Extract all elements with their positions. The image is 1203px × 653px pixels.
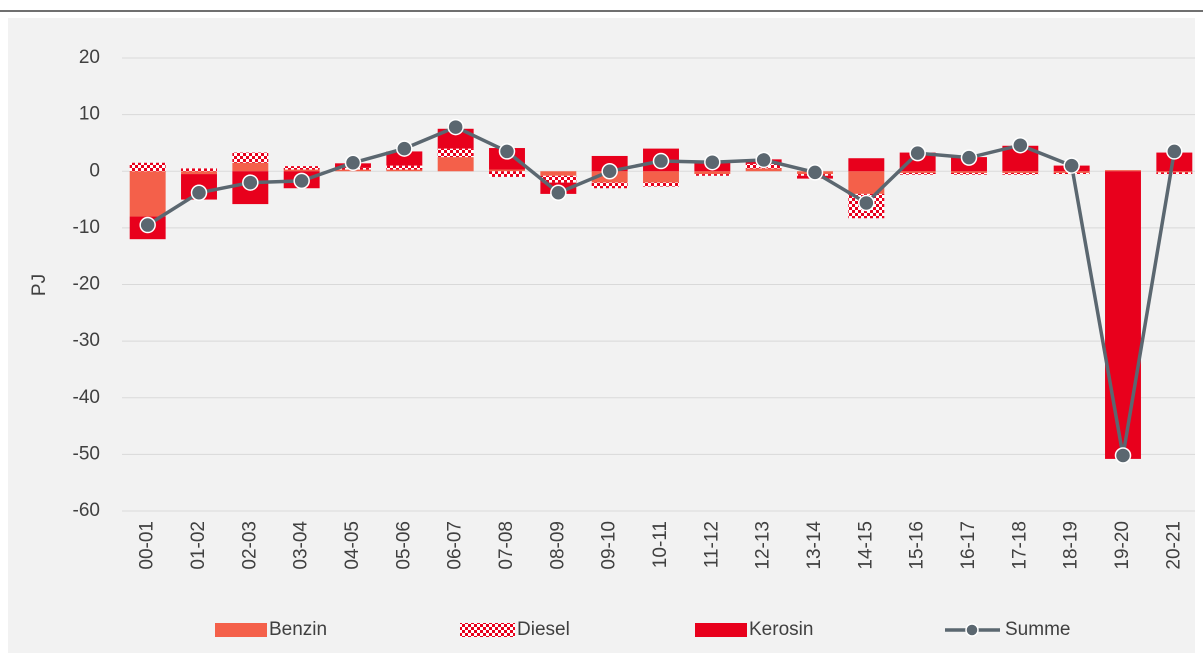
bar-segment	[1002, 172, 1039, 175]
bar-segment	[591, 182, 628, 189]
bar-segment	[283, 166, 320, 170]
bar-segment	[181, 168, 217, 172]
bar-segment	[1156, 172, 1193, 175]
sum-marker	[755, 151, 772, 169]
x-tick-label: 02-03	[239, 521, 260, 570]
x-tick-label: 01-02	[188, 521, 209, 570]
x-tick-label: 14-15	[855, 521, 876, 570]
sum-marker	[960, 149, 978, 166]
y-tick-label: -40	[73, 387, 100, 408]
y-tick-label: 20	[79, 47, 100, 68]
bar-segment	[386, 151, 423, 166]
sum-marker	[806, 164, 824, 181]
bar-segment	[951, 172, 987, 175]
bar-segment	[951, 171, 987, 173]
x-tick-label: 03-04	[291, 521, 312, 570]
bar-segment	[899, 171, 936, 173]
bar-segment	[181, 171, 217, 175]
sum-marker	[704, 153, 721, 171]
bar-segment	[1156, 171, 1193, 173]
y-tick-label: -60	[73, 500, 100, 521]
bar-segment	[899, 172, 936, 175]
bar-segment	[694, 174, 731, 176]
x-tick-label: 08-09	[547, 521, 568, 570]
bar-segment	[643, 182, 679, 187]
chart-area	[8, 18, 1195, 653]
x-tick-label: 07-08	[496, 521, 517, 570]
bar-segment	[1105, 170, 1141, 172]
sum-marker	[1012, 136, 1029, 154]
bar-segment	[283, 169, 320, 172]
sum-marker	[396, 140, 413, 157]
sum-marker	[344, 154, 362, 172]
y-axis-label: PJ	[29, 274, 50, 296]
sum-marker	[447, 118, 464, 136]
bar-segment	[540, 171, 577, 176]
bar-segment	[437, 157, 474, 172]
x-tick-label: 11-12	[701, 521, 722, 568]
bar-segment	[848, 158, 885, 172]
sum-marker	[242, 174, 259, 191]
bar-segment	[129, 162, 166, 172]
sum-marker	[550, 184, 567, 202]
sum-marker	[858, 194, 875, 212]
sum-marker	[601, 163, 618, 180]
x-tick-label: 09-10	[599, 521, 620, 570]
y-tick-label: 0	[89, 160, 100, 181]
bar-segment	[1002, 171, 1039, 173]
legend-label: Kerosin	[749, 619, 813, 640]
sum-marker	[190, 184, 208, 202]
legend-label: Benzin	[269, 619, 327, 640]
sum-marker	[1166, 143, 1183, 160]
legend-marker	[965, 623, 979, 637]
sum-marker	[652, 152, 670, 170]
legend-swatch	[695, 623, 747, 637]
x-tick-label: 06-07	[445, 521, 466, 570]
sum-marker	[498, 143, 516, 160]
y-tick-label: -50	[73, 443, 100, 464]
bar-segment	[437, 148, 474, 158]
bar-segment	[129, 171, 166, 217]
sum-marker	[1114, 447, 1132, 464]
x-tick-label: 18-19	[1061, 521, 1082, 570]
y-tick-label: -20	[73, 274, 100, 295]
x-tick-label: 12-13	[753, 521, 774, 570]
x-tick-label: 04-05	[342, 521, 363, 570]
legend-swatch	[460, 623, 515, 637]
sum-marker	[1063, 157, 1080, 174]
bar-segment	[489, 169, 525, 172]
bar-segment	[232, 162, 269, 172]
x-tick-label: 20-21	[1163, 521, 1184, 570]
bar-segment	[1105, 171, 1141, 459]
bar-segment	[745, 168, 782, 172]
bar-segment	[899, 152, 936, 172]
x-tick-label: 16-17	[958, 521, 979, 570]
bar-segment	[489, 171, 525, 177]
x-tick-label: 05-06	[393, 521, 414, 570]
x-tick-label: 15-16	[907, 521, 928, 570]
bar-segment	[848, 171, 885, 194]
y-tick-label: -10	[73, 217, 100, 238]
sum-marker	[293, 172, 310, 190]
x-tick-label: 13-14	[804, 521, 825, 570]
bar-segment	[386, 165, 423, 170]
x-tick-label: 19-20	[1112, 521, 1133, 570]
x-tick-label: 17-18	[1009, 521, 1030, 570]
bar-segment	[437, 128, 474, 149]
x-tick-label: 00-01	[137, 521, 158, 570]
legend-label: Summe	[1005, 619, 1070, 640]
legend-label: Diesel	[517, 619, 570, 640]
bar-segment	[386, 169, 423, 172]
x-tick-label: 10-11	[650, 521, 671, 568]
y-tick-label: 10	[79, 104, 100, 125]
sum-marker	[139, 216, 156, 234]
bar-segment	[694, 171, 731, 175]
legend-swatch	[215, 623, 267, 637]
bar-segment	[232, 152, 269, 163]
bar-segment	[643, 171, 679, 183]
sum-marker	[909, 144, 926, 162]
bar-segment	[540, 175, 577, 183]
y-tick-label: -30	[73, 330, 100, 351]
